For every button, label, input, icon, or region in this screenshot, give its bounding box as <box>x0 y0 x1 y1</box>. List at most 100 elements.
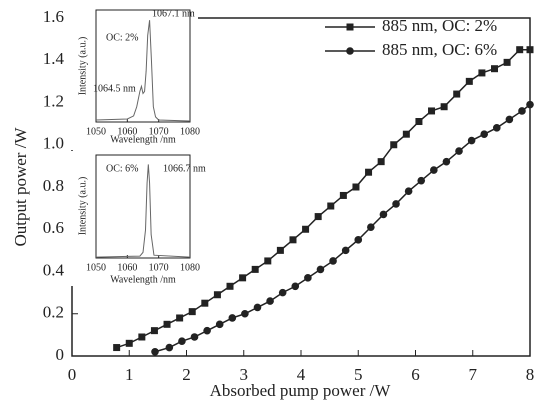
annotation: 1064.5 nm <box>93 83 136 94</box>
y-axis-label: Output power /W <box>11 127 30 247</box>
marker <box>253 303 262 312</box>
legend-label: 885 nm, OC: 6% <box>382 40 497 59</box>
marker <box>367 223 375 231</box>
marker <box>428 107 436 115</box>
marker <box>354 236 363 244</box>
marker <box>480 130 489 138</box>
marker <box>151 347 159 356</box>
marker <box>503 58 511 66</box>
marker <box>289 236 297 244</box>
marker <box>213 291 221 299</box>
inset-background <box>70 151 198 286</box>
marker <box>492 124 501 132</box>
marker <box>455 147 463 155</box>
marker <box>125 339 133 347</box>
marker <box>516 46 524 54</box>
marker <box>291 282 300 291</box>
marker <box>327 202 335 210</box>
marker <box>352 183 360 191</box>
x-tick-label: 1050 <box>86 262 106 273</box>
marker <box>278 288 287 297</box>
marker <box>190 333 199 341</box>
marker <box>453 90 461 98</box>
marker <box>276 246 284 254</box>
legend-marker <box>346 47 354 55</box>
marker <box>239 274 247 282</box>
annotation: 1067.1 nm <box>152 8 195 19</box>
marker <box>415 118 423 126</box>
y-tick-label: 0.2 <box>43 303 64 322</box>
x-tick-label: 6 <box>411 365 420 384</box>
y-tick-label: 1.2 <box>43 91 64 110</box>
annotation: OC: 2% <box>106 32 139 43</box>
marker <box>390 141 398 149</box>
marker <box>392 200 400 208</box>
x-axis-label: Wavelength /nm <box>110 134 176 145</box>
marker <box>228 314 237 322</box>
x-tick-label: 1060 <box>117 262 137 273</box>
marker <box>379 210 388 219</box>
marker <box>178 337 186 346</box>
marker <box>402 130 410 138</box>
marker <box>304 274 312 282</box>
x-tick-label: 2 <box>182 365 191 384</box>
marker <box>404 187 413 196</box>
annotation: 1066.7 nm <box>163 163 206 174</box>
marker <box>430 166 438 174</box>
marker <box>478 69 486 77</box>
y-tick-label: 1.6 <box>43 7 64 26</box>
x-axis-label: Wavelength /nm <box>110 274 176 285</box>
marker <box>201 299 209 307</box>
marker <box>491 65 499 73</box>
marker <box>465 77 473 85</box>
marker <box>188 308 196 316</box>
x-axis-label: Absorbed pump power /W <box>210 381 392 400</box>
marker <box>341 246 350 255</box>
marker <box>417 176 426 185</box>
plot-frame <box>95 154 191 259</box>
series-line <box>95 20 191 122</box>
marker <box>150 327 158 335</box>
legend-label: 885 nm, OC: 2% <box>382 16 497 35</box>
x-tick-label: 5 <box>354 365 363 384</box>
y-axis-label: Intensity (a.u.) <box>77 177 88 236</box>
x-tick-label: 1050 <box>86 126 106 137</box>
x-tick-label: 4 <box>297 365 306 384</box>
x-tick-label: 1 <box>125 365 134 384</box>
marker <box>176 314 184 322</box>
plot-frame <box>95 9 191 123</box>
marker <box>314 213 322 221</box>
y-tick-label: 0.6 <box>43 218 64 237</box>
marker <box>138 333 146 341</box>
marker <box>377 158 385 166</box>
x-tick-label: 8 <box>526 365 534 384</box>
x-tick-label: 1070 <box>149 262 169 273</box>
marker <box>215 320 224 329</box>
marker <box>226 282 234 290</box>
marker <box>264 257 272 265</box>
y-tick-label: 0.4 <box>43 260 65 279</box>
marker <box>203 326 211 335</box>
marker <box>241 309 249 318</box>
marker <box>442 157 451 166</box>
x-tick-label: 1070 <box>149 126 169 137</box>
marker <box>339 191 347 199</box>
marker <box>526 100 534 109</box>
marker <box>163 320 171 328</box>
marker <box>251 265 259 273</box>
inset-background <box>70 6 198 150</box>
marker <box>165 343 174 352</box>
plot-0: 0 1 2 3 4 5 6 7 8 0 0.2 0.4 0.6 0.8 1.0 1.2 1.4 1.6 Absorb… <box>11 7 534 400</box>
marker <box>266 297 274 305</box>
marker <box>329 257 337 265</box>
x-tick-label: 1080 <box>180 126 200 137</box>
marker <box>365 168 373 176</box>
marker <box>467 136 476 145</box>
marker <box>316 265 325 274</box>
x-tick-label: 7 <box>469 365 478 384</box>
plot-1: 1050 1060 1070 1080 Wavelength /nm Intensity … <box>77 8 200 145</box>
marker <box>302 225 310 233</box>
y-tick-label: 1.4 <box>43 49 65 68</box>
x-tick-label: 1080 <box>180 262 200 273</box>
